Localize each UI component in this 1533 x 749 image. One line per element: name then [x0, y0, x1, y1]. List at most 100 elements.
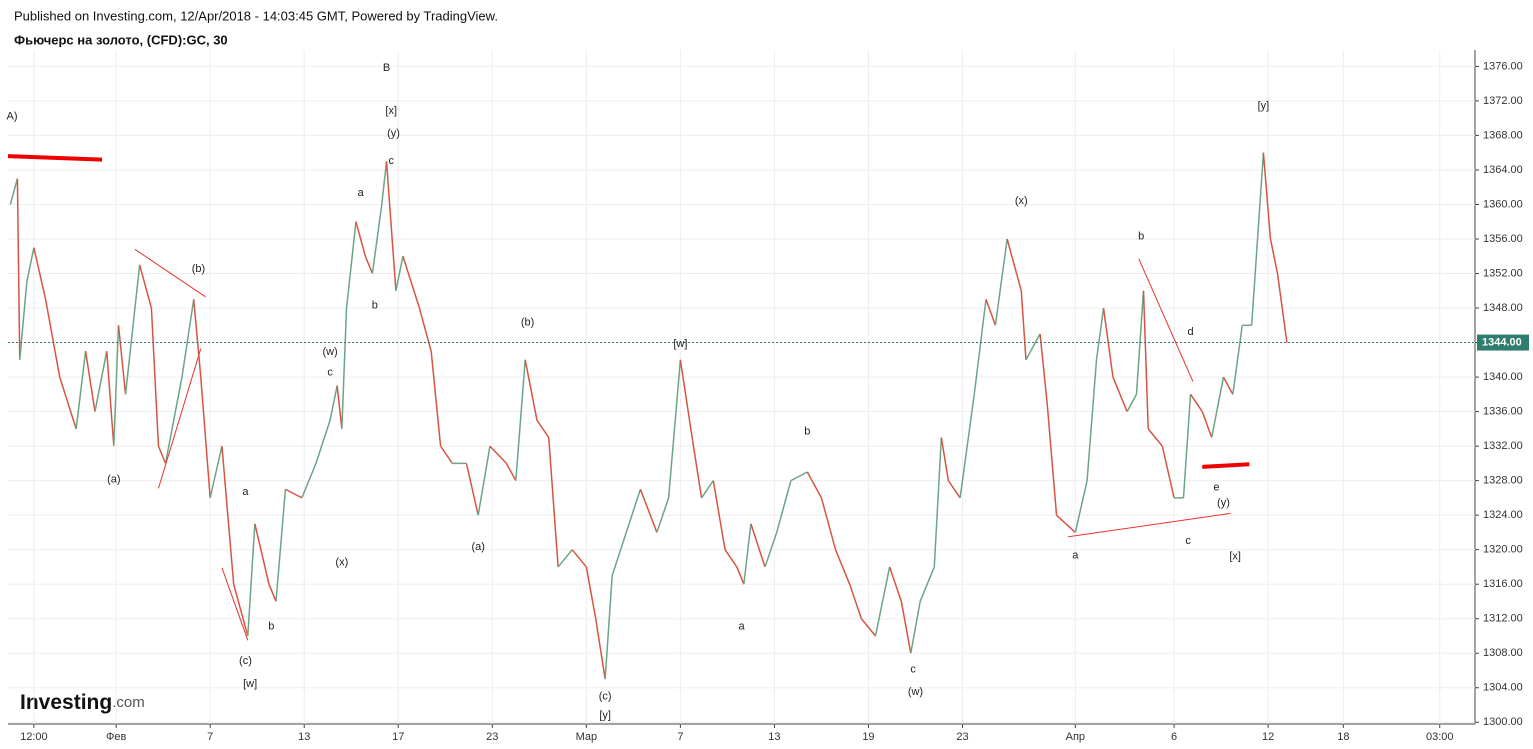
- x-tick-label: Мар: [576, 731, 598, 743]
- wave-label: [y]: [599, 709, 611, 721]
- price-segment: [16, 178, 21, 360]
- y-tick-label: 1368.00: [1483, 129, 1523, 141]
- wave-label: a: [1072, 550, 1079, 562]
- price-segment: [157, 445, 167, 464]
- price-segment: [200, 377, 211, 498]
- y-tick-label: 1332.00: [1483, 440, 1523, 452]
- wave-label: c: [910, 664, 916, 676]
- price-segment: [973, 299, 987, 395]
- wave-label: a: [358, 187, 365, 199]
- price-segment: [385, 161, 397, 291]
- logo-brand: Investing: [20, 691, 112, 714]
- price-segment: [209, 445, 223, 499]
- price-segment: [59, 376, 77, 430]
- price-segment: [571, 549, 587, 568]
- wave-label: (x): [335, 557, 348, 569]
- trend-line: [221, 567, 249, 641]
- price-segment: [275, 489, 287, 602]
- x-tick-label: 23: [956, 731, 968, 743]
- price-segment: [1182, 394, 1192, 498]
- price-segment: [604, 575, 613, 680]
- wave-label: (c): [239, 655, 252, 667]
- published-note: Published on Investing.com, 12/Apr/2018 …: [14, 8, 498, 23]
- price-segment: [750, 523, 766, 568]
- wave-label: b: [372, 299, 378, 311]
- price-segment: [743, 523, 752, 585]
- wave-label: b: [804, 425, 810, 437]
- price-segment: [1142, 290, 1149, 429]
- x-tick-label: 03:00: [1426, 731, 1454, 743]
- price-segment: [900, 601, 912, 654]
- price-segment: [221, 446, 235, 585]
- price-segment: [418, 307, 432, 352]
- price-segment: [113, 325, 120, 447]
- wave-label: [x]: [1229, 550, 1241, 562]
- price-segment: [181, 299, 195, 378]
- price-segment: [848, 583, 863, 619]
- x-tick-label: 13: [768, 731, 780, 743]
- price-segment: [1039, 333, 1048, 404]
- y-tick-label: 1308.00: [1483, 647, 1523, 659]
- chart-title: Фьючерс на золото, (CFD):GC, 30: [14, 32, 228, 47]
- price-segment: [764, 532, 778, 568]
- price-segment: [105, 351, 115, 447]
- price-segment: [820, 497, 837, 550]
- wave-label: (y): [387, 128, 400, 140]
- price-segment: [1006, 238, 1018, 274]
- price-segment: [477, 445, 491, 516]
- y-tick-label: 1364.00: [1483, 164, 1523, 176]
- price-segment: [806, 471, 823, 499]
- x-tick-label: 13: [298, 731, 310, 743]
- wave-label: [w]: [243, 678, 257, 690]
- price-segment: [232, 583, 249, 637]
- price-segment: [301, 463, 317, 499]
- x-tick-label: 12: [1262, 731, 1274, 743]
- price-segment: [192, 299, 202, 378]
- price-segment: [247, 523, 256, 637]
- price-segment: [985, 299, 997, 326]
- price-segment: [164, 376, 183, 464]
- wave-label: (w): [908, 686, 923, 698]
- price-segment: [355, 221, 367, 257]
- price-segment: [557, 549, 573, 568]
- trend-line: [1202, 462, 1250, 469]
- price-segment: [1222, 376, 1234, 395]
- y-tick-label: 1348.00: [1483, 302, 1523, 314]
- price-segment: [639, 488, 658, 533]
- y-tick-label: 1352.00: [1483, 267, 1523, 279]
- price-segment: [1262, 152, 1272, 240]
- price-segment: [439, 445, 453, 464]
- price-segment: [341, 308, 348, 429]
- y-tick-label: 1324.00: [1483, 509, 1523, 521]
- wave-label: (a): [107, 474, 120, 486]
- price-segment: [44, 299, 61, 378]
- wave-label: b: [268, 620, 274, 632]
- wave-label: b: [1138, 230, 1144, 242]
- price-segment: [959, 394, 975, 498]
- price-segment: [9, 178, 19, 205]
- price-segment: [940, 437, 950, 481]
- price-segment: [1269, 238, 1279, 274]
- price-segment: [33, 247, 47, 300]
- price-segment: [536, 419, 550, 438]
- price-segment: [1250, 152, 1265, 326]
- wave-label: c: [327, 367, 333, 379]
- trend-line: [157, 348, 202, 489]
- trend-line: [134, 248, 206, 298]
- y-tick-label: 1328.00: [1483, 475, 1523, 487]
- price-segment: [489, 445, 507, 464]
- y-tick-label: 1300.00: [1483, 716, 1523, 728]
- price-segment: [524, 359, 538, 421]
- wave-label: (c): [599, 690, 612, 702]
- last-price-box: [1477, 334, 1529, 351]
- wave-label: (b): [521, 317, 534, 329]
- price-segment: [910, 601, 921, 654]
- price-segment: [1201, 411, 1213, 438]
- wave-label: (b): [192, 263, 205, 275]
- price-segment: [834, 549, 851, 585]
- y-tick-label: 1340.00: [1483, 371, 1523, 383]
- logo: Investing.com: [20, 691, 145, 714]
- y-tick-label: 1372.00: [1483, 95, 1523, 107]
- price-segment: [611, 532, 628, 576]
- x-tick-label: 17: [392, 731, 404, 743]
